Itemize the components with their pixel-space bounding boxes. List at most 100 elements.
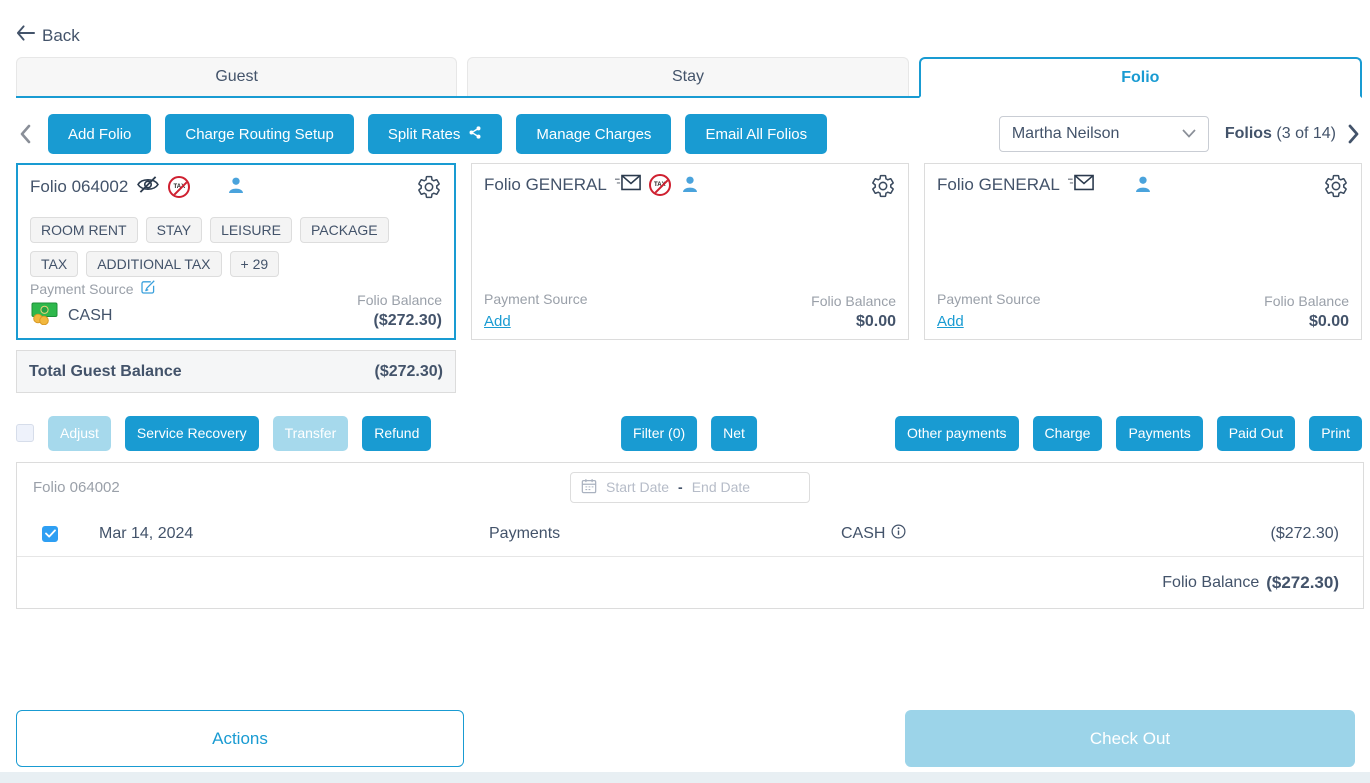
- add-payment-source-link[interactable]: Add: [937, 313, 964, 330]
- transfer-label: Transfer: [284, 425, 337, 441]
- chevron-down-icon: [1182, 125, 1196, 143]
- payment-source-label: Payment Source: [937, 291, 1041, 307]
- payment-method-name: CASH: [68, 307, 113, 324]
- table-folio-balance-value: ($272.30): [1266, 572, 1339, 592]
- transaction-actions-row: Adjust Service Recovery Transfer Refund …: [16, 415, 1362, 451]
- folio-toolbar: Add Folio Charge Routing Setup Split Rat…: [16, 114, 1362, 154]
- select-all-checkbox[interactable]: [16, 424, 34, 442]
- folio-balance-label: Folio Balance: [811, 293, 896, 309]
- folio-balance-value: ($272.30): [373, 312, 443, 329]
- folio-card-general-2[interactable]: Folio GENERAL Payment Source Add Folio B…: [924, 163, 1362, 340]
- folio-card-footer: Payment Source CASH Folio Balance (: [30, 279, 442, 330]
- folio-balance: Folio Balance ($272.30): [357, 292, 442, 330]
- table-folio-balance-label: Folio Balance: [1162, 573, 1260, 591]
- net-label: Net: [723, 425, 745, 441]
- charge-button[interactable]: Charge: [1032, 415, 1103, 451]
- edit-icon[interactable]: [140, 279, 156, 298]
- back-button[interactable]: Back: [16, 25, 80, 46]
- folios-counter-count: (3 of 14): [1276, 125, 1336, 142]
- tag-chip: STAY: [145, 217, 203, 243]
- transfer-button[interactable]: Transfer: [272, 415, 349, 451]
- adjust-button[interactable]: Adjust: [48, 415, 111, 451]
- settings-gear-icon[interactable]: [416, 174, 442, 205]
- folio-card-footer: Payment Source Add Folio Balance $0.00: [484, 291, 896, 331]
- transaction-date: Mar 14, 2024: [99, 524, 194, 542]
- transaction-category: Payments: [489, 524, 561, 542]
- tab-guest[interactable]: Guest: [16, 57, 458, 96]
- transaction-row[interactable]: Mar 14, 2024 Payments CASH ($272.30): [17, 511, 1363, 557]
- check-out-button[interactable]: Check Out: [905, 710, 1355, 767]
- paid-out-button[interactable]: Paid Out: [1216, 415, 1296, 451]
- total-guest-balance-value: ($272.30): [374, 362, 444, 380]
- folio-card-header: Folio 064002 TAX: [30, 175, 442, 199]
- tab-folio-label: Folio: [1121, 68, 1160, 86]
- payment-source-label-row: Payment Source: [30, 279, 156, 298]
- service-recovery-button[interactable]: Service Recovery: [124, 415, 259, 451]
- filter-group: Filter (0) Net: [621, 415, 757, 451]
- total-guest-balance: Total Guest Balance ($272.30): [16, 350, 456, 393]
- other-payments-button[interactable]: Other payments: [894, 415, 1019, 451]
- folio-card-general-1[interactable]: Folio GENERAL TAX Payment Source Add Fol…: [471, 163, 909, 340]
- guest-dropdown[interactable]: Martha Neilson: [998, 116, 1209, 152]
- split-rates-button[interactable]: Split Rates: [367, 114, 503, 154]
- tab-guest-label: Guest: [215, 68, 258, 85]
- end-date-input[interactable]: End Date: [691, 479, 751, 495]
- folio-card-064002[interactable]: Folio 064002 TAX ROOM RENT STAY LEISURE …: [16, 163, 456, 340]
- payment-source-label: Payment Source: [30, 280, 134, 297]
- tag-chip-more[interactable]: + 29: [229, 251, 280, 277]
- transactions-footer: Folio Balance ($272.30): [17, 557, 1363, 608]
- folios-counter: Folios (3 of 14): [1225, 125, 1336, 143]
- refund-button[interactable]: Refund: [362, 415, 432, 451]
- tab-folio[interactable]: Folio: [918, 57, 1362, 98]
- date-range-filter[interactable]: Start Date - End Date: [570, 471, 810, 503]
- adjust-label: Adjust: [60, 425, 99, 441]
- folio-balance-label: Folio Balance: [1264, 293, 1349, 309]
- chevron-left-icon[interactable]: [16, 120, 34, 148]
- info-icon[interactable]: [891, 524, 906, 544]
- manage-charges-button[interactable]: Manage Charges: [516, 114, 672, 154]
- payment-method: CASH: [30, 302, 156, 330]
- folios-counter-title: Folios: [1224, 125, 1272, 142]
- calendar-icon: [581, 478, 597, 497]
- guest-dropdown-value: Martha Neilson: [1011, 125, 1120, 142]
- tab-stay-label: Stay: [671, 68, 704, 85]
- tag-chip: ROOM RENT: [30, 217, 138, 243]
- print-button[interactable]: Print: [1309, 415, 1362, 451]
- person-icon: [681, 175, 700, 199]
- eye-slash-icon: [136, 175, 160, 199]
- actions-button[interactable]: Actions: [16, 710, 464, 767]
- tab-stay[interactable]: Stay: [467, 57, 909, 96]
- add-folio-button[interactable]: Add Folio: [48, 114, 152, 154]
- folio-card-title: Folio GENERAL: [484, 175, 607, 194]
- email-all-folios-button[interactable]: Email All Folios: [685, 114, 828, 154]
- charge-routing-setup-label: Charge Routing Setup: [185, 125, 334, 143]
- settings-gear-icon[interactable]: [1323, 173, 1349, 204]
- no-tax-icon: TAX: [648, 174, 671, 196]
- footer-actions: Actions Check Out: [16, 710, 1355, 767]
- payments-button[interactable]: Payments: [1116, 415, 1203, 451]
- chevron-right-icon[interactable]: [1344, 120, 1362, 148]
- print-label: Print: [1321, 425, 1350, 441]
- refund-label: Refund: [374, 425, 420, 441]
- start-date-input[interactable]: Start Date: [606, 479, 670, 495]
- folio-tags: ROOM RENT STAY LEISURE PACKAGE TAX ADDIT…: [30, 217, 420, 277]
- folio-card-title: Folio GENERAL: [937, 175, 1060, 194]
- send-email-icon: [1067, 174, 1094, 196]
- settings-gear-icon[interactable]: [870, 173, 896, 204]
- net-button[interactable]: Net: [711, 415, 757, 451]
- row-checkbox[interactable]: [42, 525, 58, 542]
- tag-chip: LEISURE: [210, 217, 292, 243]
- payment-source-label: Payment Source: [484, 291, 588, 307]
- folio-balance: Folio Balance $0.00: [811, 293, 896, 331]
- transactions-folio-label: Folio 064002: [33, 478, 120, 496]
- filter-button[interactable]: Filter (0): [621, 415, 698, 451]
- tag-chip: TAX: [30, 251, 79, 277]
- add-payment-source-link[interactable]: Add: [484, 313, 511, 330]
- folio-card-footer: Payment Source Add Folio Balance $0.00: [937, 291, 1349, 331]
- transaction-method: CASH: [841, 524, 906, 544]
- charge-routing-setup-button[interactable]: Charge Routing Setup: [165, 114, 354, 154]
- transaction-amount: ($272.30): [1270, 524, 1340, 542]
- date-separator: -: [678, 479, 683, 495]
- tag-chip: ADDITIONAL TAX: [86, 251, 222, 277]
- total-guest-balance-label: Total Guest Balance: [29, 362, 182, 380]
